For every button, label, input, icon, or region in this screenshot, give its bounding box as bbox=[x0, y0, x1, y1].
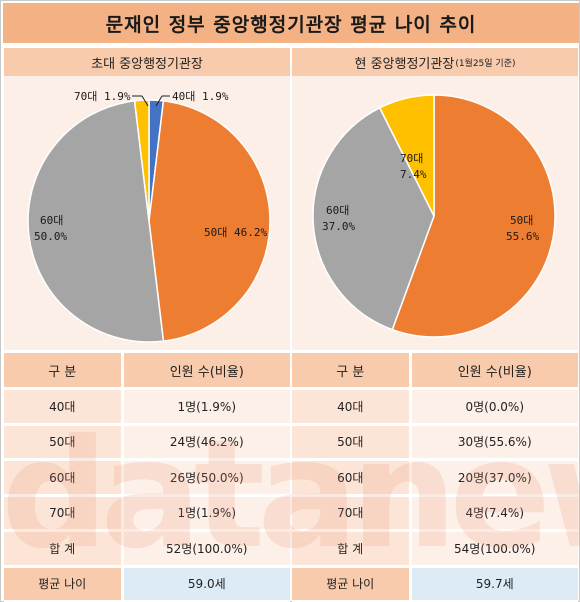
pie-slice-60대 bbox=[27, 100, 165, 343]
right-data-table: 구 분 인원 수(비율) 40대 0명(0.0%) 50대 30명(55.6%)… bbox=[292, 353, 578, 602]
table-row: 50대 24명(46.2%) bbox=[4, 424, 290, 461]
row-count: 0명(0.0%) bbox=[410, 388, 578, 426]
right-chart-heading: 현 중앙행정기관장 (1월25일 기준) bbox=[292, 48, 578, 76]
row-count: 26명(50.0%) bbox=[122, 459, 290, 497]
right-pie-slices bbox=[312, 94, 556, 338]
left-chart-heading-text: 초대 중앙행정기관장 bbox=[91, 56, 203, 72]
table-row: 40대 1명(1.9%) bbox=[4, 388, 290, 426]
right-chart-panel: 현 중앙행정기관장 (1월25일 기준) 50대 55.6% 60대 37.0% … bbox=[292, 48, 578, 350]
total-value: 54명(100.0%) bbox=[410, 530, 578, 568]
right-pie-chart: 50대 55.6% 60대 37.0% 70대 7.4% bbox=[312, 94, 556, 338]
table-row: 70대 1명(1.9%) bbox=[4, 495, 290, 532]
data-label-60s-pct: 37.0% bbox=[322, 220, 355, 233]
header-count: 인원 수(비율) bbox=[410, 353, 578, 390]
row-count: 1명(1.9%) bbox=[122, 495, 290, 532]
table-header-row: 구 분 인원 수(비율) bbox=[292, 353, 578, 390]
row-category: 40대 bbox=[4, 388, 124, 426]
table-row: 70대 4명(7.4%) bbox=[292, 495, 578, 532]
data-label-60s-pct: 50.0% bbox=[34, 230, 67, 243]
page-title: 문재인 정부 중앙행정기관장 평균 나이 추이 bbox=[105, 13, 477, 36]
pie-slice-70대 bbox=[133, 99, 150, 222]
average-value: 59.7세 bbox=[410, 566, 578, 602]
total-label: 합 계 bbox=[292, 530, 412, 568]
table-average-row: 평균 나이 59.7세 bbox=[292, 566, 578, 602]
left-chart-panel: 초대 중앙행정기관장 70대 1.9% 40대 1.9% 50대 46.2% 6… bbox=[4, 48, 290, 350]
table-row: 40대 0명(0.0%) bbox=[292, 388, 578, 426]
table-row: 50대 30명(55.6%) bbox=[292, 424, 578, 461]
table-row: 60대 26명(50.0%) bbox=[4, 459, 290, 497]
row-category: 70대 bbox=[292, 495, 412, 532]
pie-slice-60대 bbox=[312, 106, 435, 331]
leader-line bbox=[155, 95, 163, 107]
row-count: 4명(7.4%) bbox=[410, 495, 578, 532]
title-bar: 문재인 정부 중앙행정기관장 평균 나이 추이 bbox=[3, 3, 579, 43]
left-chart-heading: 초대 중앙행정기관장 bbox=[4, 48, 290, 76]
row-category: 40대 bbox=[292, 388, 412, 426]
pie-slice-50대 bbox=[391, 94, 556, 338]
left-pie-slices bbox=[27, 99, 271, 343]
data-label-40s: 40대 1.9% bbox=[172, 90, 229, 103]
row-category: 50대 bbox=[4, 424, 124, 461]
total-value: 52명(100.0%) bbox=[122, 530, 290, 568]
row-count: 1명(1.9%) bbox=[122, 388, 290, 426]
data-label-50s-pct: 55.6% bbox=[506, 230, 539, 243]
left-pie-chart: 70대 1.9% 40대 1.9% 50대 46.2% 60대 50.0% bbox=[27, 90, 271, 343]
table-row: 60대 20명(37.0%) bbox=[292, 459, 578, 497]
data-label-70s: 70대 bbox=[400, 152, 423, 165]
right-chart-heading-note: (1월25일 기준) bbox=[455, 58, 516, 69]
header-category: 구 분 bbox=[292, 353, 412, 390]
data-label-50s: 50대 46.2% bbox=[204, 226, 267, 239]
row-count: 30명(55.6%) bbox=[410, 424, 578, 461]
table-header-row: 구 분 인원 수(비율) bbox=[4, 353, 290, 390]
row-count: 20명(37.0%) bbox=[410, 459, 578, 497]
pie-slice-70대 bbox=[378, 94, 435, 217]
data-label-70s: 70대 1.9% bbox=[74, 90, 131, 103]
average-label: 평균 나이 bbox=[292, 566, 412, 602]
row-category: 60대 bbox=[4, 459, 124, 497]
leader-line bbox=[141, 95, 149, 107]
row-count: 24명(46.2%) bbox=[122, 424, 290, 461]
average-value: 59.0세 bbox=[122, 566, 290, 602]
total-label: 합 계 bbox=[4, 530, 124, 568]
table-total-row: 합 계 52명(100.0%) bbox=[4, 530, 290, 568]
row-category: 60대 bbox=[292, 459, 412, 497]
table-total-row: 합 계 54명(100.0%) bbox=[292, 530, 578, 568]
row-category: 50대 bbox=[292, 424, 412, 461]
average-label: 평균 나이 bbox=[4, 566, 124, 602]
table-average-row: 평균 나이 59.0세 bbox=[4, 566, 290, 602]
header-count: 인원 수(비율) bbox=[122, 353, 290, 390]
row-category: 70대 bbox=[4, 495, 124, 532]
pie-slice-50대 bbox=[148, 100, 271, 342]
data-label-60s: 60대 bbox=[326, 204, 349, 217]
left-data-table: 구 분 인원 수(비율) 40대 1명(1.9%) 50대 24명(46.2%)… bbox=[4, 353, 290, 602]
data-label-70s-pct: 7.4% bbox=[400, 168, 427, 181]
data-label-60s: 60대 bbox=[40, 214, 63, 227]
right-chart-heading-text: 현 중앙행정기관장 bbox=[354, 56, 455, 72]
data-label-50s: 50대 bbox=[510, 214, 533, 227]
header-category: 구 분 bbox=[4, 353, 124, 390]
